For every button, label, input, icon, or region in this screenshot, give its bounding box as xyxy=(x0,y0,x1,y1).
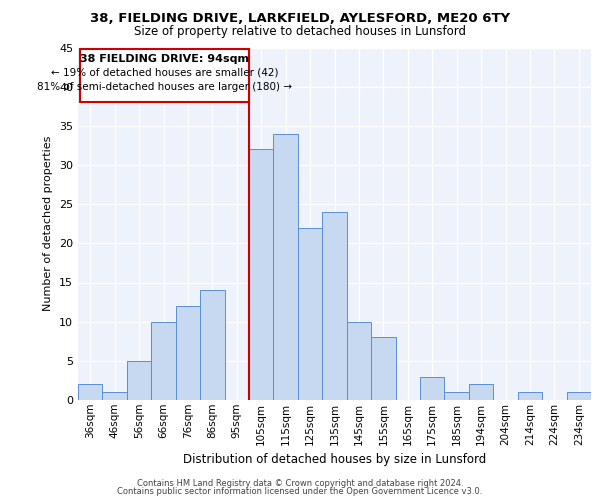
Bar xyxy=(371,338,395,400)
Bar xyxy=(274,134,298,400)
Bar xyxy=(78,384,103,400)
X-axis label: Distribution of detached houses by size in Lunsford: Distribution of detached houses by size … xyxy=(183,453,486,466)
FancyBboxPatch shape xyxy=(80,49,249,102)
Bar xyxy=(103,392,127,400)
Text: 38, FIELDING DRIVE, LARKFIELD, AYLESFORD, ME20 6TY: 38, FIELDING DRIVE, LARKFIELD, AYLESFORD… xyxy=(90,12,510,26)
Bar xyxy=(298,228,322,400)
Bar xyxy=(347,322,371,400)
Bar xyxy=(176,306,200,400)
Text: Size of property relative to detached houses in Lunsford: Size of property relative to detached ho… xyxy=(134,25,466,38)
Bar xyxy=(420,376,445,400)
Text: Contains HM Land Registry data © Crown copyright and database right 2024.: Contains HM Land Registry data © Crown c… xyxy=(137,478,463,488)
Bar xyxy=(322,212,347,400)
Bar xyxy=(249,150,274,400)
Bar xyxy=(566,392,591,400)
Bar xyxy=(445,392,469,400)
Bar xyxy=(151,322,176,400)
Text: ← 19% of detached houses are smaller (42): ← 19% of detached houses are smaller (42… xyxy=(51,68,278,78)
Bar xyxy=(518,392,542,400)
Bar xyxy=(469,384,493,400)
Text: 81% of semi-detached houses are larger (180) →: 81% of semi-detached houses are larger (… xyxy=(37,82,292,92)
Text: 38 FIELDING DRIVE: 94sqm: 38 FIELDING DRIVE: 94sqm xyxy=(80,54,249,64)
Text: Contains public sector information licensed under the Open Government Licence v3: Contains public sector information licen… xyxy=(118,487,482,496)
Y-axis label: Number of detached properties: Number of detached properties xyxy=(43,136,53,312)
Bar xyxy=(127,361,151,400)
Bar xyxy=(200,290,224,400)
